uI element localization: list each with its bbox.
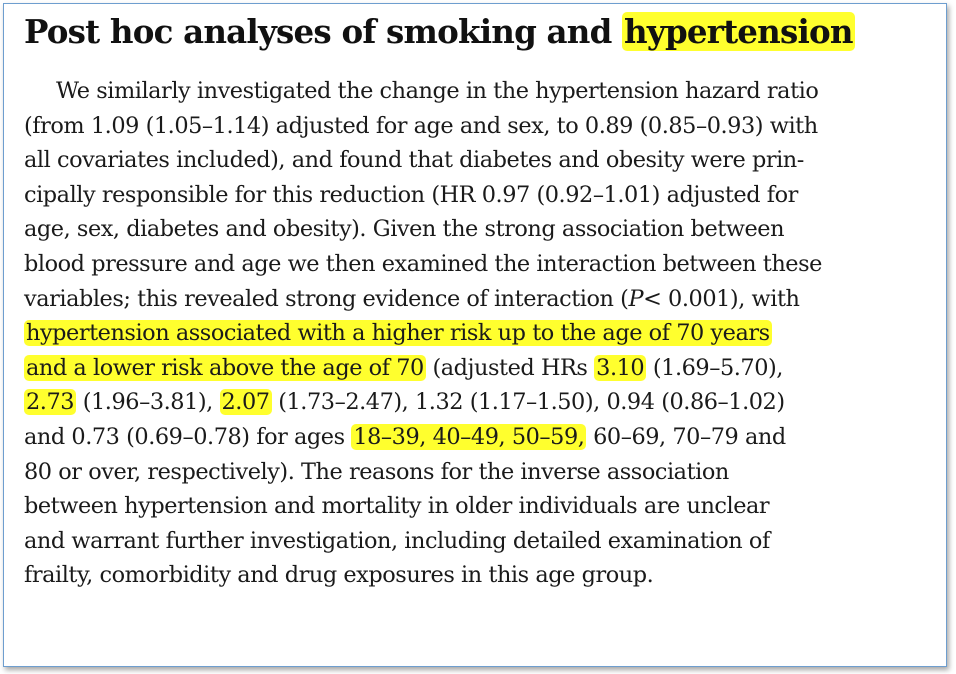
paragraph-line: between hypertension and mortality in ol… [24,493,770,520]
paragraph-line: cipally responsible for this reduction (… [24,181,798,208]
heading-highlight: hypertension [622,12,855,51]
body-paragraph: We similarly investigated the change in … [24,74,938,593]
highlighted-finding: and a lower risk above the age of 70 [24,354,426,381]
section-heading: Post hoc analyses of smoking and hyperte… [24,10,855,54]
paragraph-line: all covariates included), and found that… [24,147,804,174]
paragraph-line: (from 1.09 (1.05–1.14) adjusted for age … [24,112,818,139]
paragraph-line: 2.73 (1.96–3.81), 2.07 (1.73–2.47), 1.32… [24,385,938,420]
paragraph-line: age, sex, diabetes and obesity). Given t… [24,216,785,243]
heading-text: Post hoc analyses of smoking and [24,12,623,51]
highlighted-hr: 2.73 [24,389,77,416]
paragraph-line: and warrant further investigation, inclu… [24,527,770,554]
highlighted-hr: 3.10 [594,354,647,381]
paragraph-line: hypertension associated with a higher ri… [24,316,938,351]
text-run: (adjusted HRs [425,354,595,381]
p-value-symbol: P [628,285,644,312]
paragraph-line: and a lower risk above the age of 70 (ad… [24,351,938,386]
text-run: variables; this revealed strong evidence… [24,285,629,312]
paragraph-line: frailty, comorbidity and drug exposures … [24,562,654,589]
text-run: (1.73–2.47), 1.32 (1.17–1.50), 0.94 (0.8… [271,389,785,416]
paragraph-line: variables; this revealed strong evidence… [24,282,938,317]
text-run: (1.69–5.70), [646,354,784,381]
text-run: 60–69, 70–79 and [586,423,786,450]
highlighted-ages: 18–39, 40–49, 50–59, [351,423,587,450]
text-run: < 0.001), with [643,285,800,312]
document-frame: Post hoc analyses of smoking and hyperte… [3,3,947,667]
highlighted-finding: hypertension associated with a higher ri… [24,320,772,347]
paragraph-line: and 0.73 (0.69–0.78) for ages 18–39, 40–… [24,420,938,455]
text-run: (1.96–3.81), [76,389,220,416]
paragraph-line: 80 or over, respectively). The reasons f… [24,458,729,485]
highlighted-hr: 2.07 [219,389,272,416]
paragraph-line: We similarly investigated the change in … [56,78,819,104]
paragraph-line: blood pressure and age we then examined … [24,250,822,277]
text-run: and 0.73 (0.69–0.78) for ages [24,423,352,450]
